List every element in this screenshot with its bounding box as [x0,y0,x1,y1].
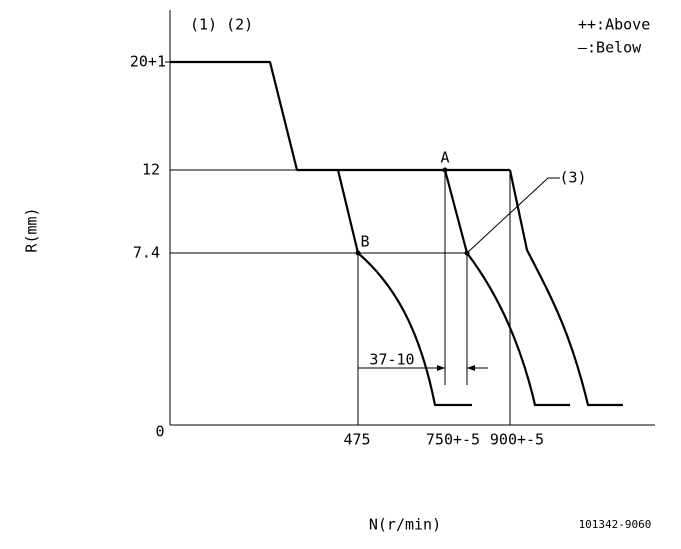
x-tick-label: 750+-5 [426,431,480,449]
y-axis-label: R(mm) [23,207,41,252]
y-tick-label: 0 [155,423,164,441]
point-label: A [440,149,449,167]
curve [508,169,623,407]
dimension-label: 37-10 [369,351,414,369]
y-tick-label: 20+1 [130,53,166,71]
notes: (1) (2) [190,16,253,34]
curve [336,169,472,407]
arrow [467,365,475,371]
point [442,167,448,173]
leader [466,177,560,254]
point [355,250,361,256]
curve [170,60,510,172]
arrow [437,365,445,371]
legend-above: ++:Above [578,16,650,34]
y-tick-label: 7.4 [133,244,160,262]
part-number: 101342-9060 [579,518,652,531]
x-tick-label: 900+-5 [490,431,544,449]
point-label: B [360,233,369,251]
curve [443,169,570,407]
x-tick-label: 475 [343,431,370,449]
y-tick-label: 12 [142,161,160,179]
x-axis-label: N(r/min) [369,516,441,534]
callout-label: (3) [559,169,586,187]
legend-below: —:Below [578,39,642,57]
